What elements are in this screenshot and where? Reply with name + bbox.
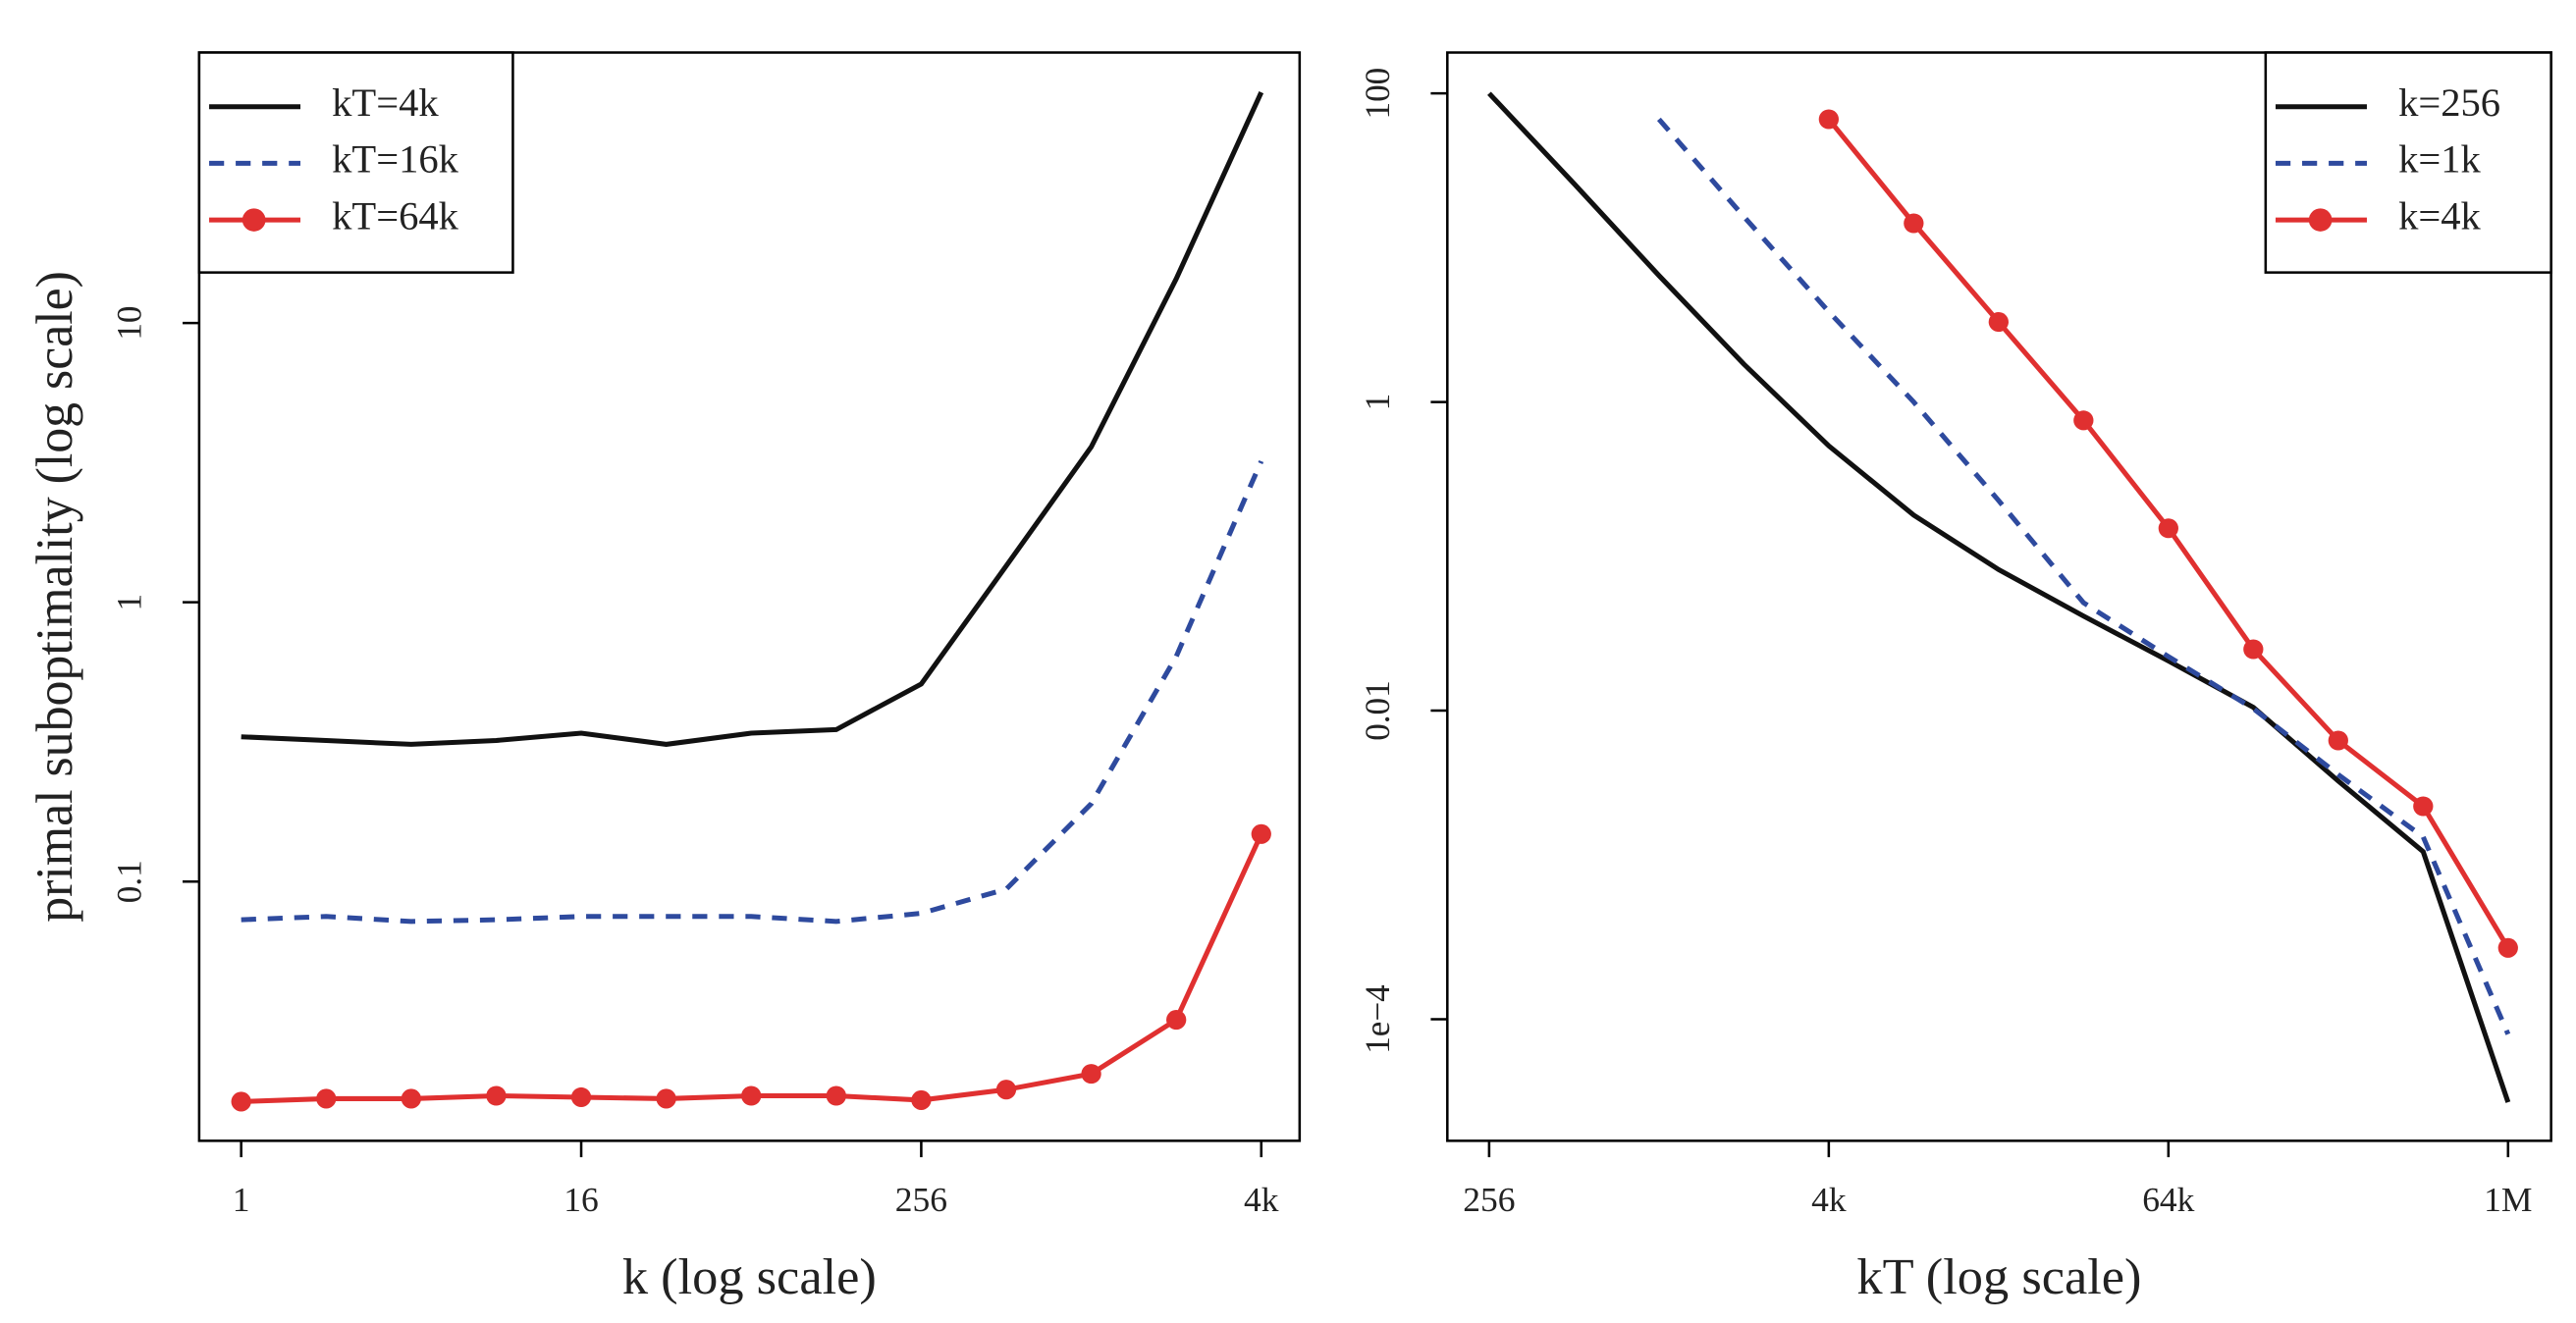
point — [741, 1085, 762, 1106]
x-tick-label: 256 — [1463, 1181, 1515, 1219]
series-line — [1656, 117, 2511, 1035]
x-axis-label: kT (log scale) — [1856, 1249, 2141, 1305]
point — [1904, 213, 1924, 234]
y-tick-label: 0.1 — [110, 860, 148, 903]
point — [2073, 410, 2094, 431]
point — [656, 1088, 676, 1109]
x-tick-label: 1M — [2484, 1181, 2532, 1219]
point — [995, 1080, 1017, 1100]
legend-label: k=1k — [2398, 137, 2482, 182]
legend-label: kT=64k — [332, 194, 459, 238]
y-tick-label: 1 — [1359, 394, 1397, 411]
y-tick-label: 10 — [110, 306, 148, 341]
legend-label: k=256 — [2398, 80, 2500, 125]
point — [486, 1085, 507, 1106]
x-tick-label: 256 — [895, 1181, 947, 1219]
point — [1988, 312, 2009, 333]
legend-marker — [2308, 208, 2333, 232]
y-tick-label: 0.01 — [1359, 680, 1397, 740]
plot-frame — [1446, 51, 2552, 1142]
point — [911, 1089, 932, 1110]
series-line — [1487, 91, 2511, 1103]
legend-box — [197, 51, 514, 274]
point — [2497, 937, 2518, 958]
plot-frame — [197, 51, 1302, 1142]
point — [401, 1088, 421, 1109]
series-line — [241, 91, 1264, 747]
x-tick-label: 64k — [2142, 1181, 2195, 1219]
legend-label: k=4k — [2398, 194, 2482, 238]
point — [231, 1091, 251, 1112]
series-line — [241, 832, 1264, 1104]
point — [1251, 823, 1271, 844]
legend-label: kT=16k — [332, 137, 459, 182]
point — [2328, 730, 2348, 751]
legend-marker — [242, 208, 266, 232]
x-tick-label: 4k — [1811, 1181, 1847, 1219]
point — [2413, 796, 2434, 817]
legend-label: kT=4k — [332, 80, 439, 125]
y-tick-label: 1 — [110, 594, 148, 611]
point — [2158, 518, 2178, 539]
x-axis-label: k (log scale) — [622, 1249, 877, 1305]
y-tick-label: 100 — [1359, 68, 1397, 120]
x-tick-label: 4k — [1244, 1181, 1279, 1219]
point — [1166, 1010, 1187, 1031]
x-tick-label: 16 — [564, 1181, 598, 1219]
point — [2243, 639, 2264, 660]
point — [316, 1088, 337, 1109]
point — [1818, 109, 1839, 130]
series-line — [241, 459, 1264, 925]
point — [570, 1086, 592, 1107]
y-tick-label: 1e−4 — [1359, 984, 1397, 1054]
y-axis-label: primal suboptimality (log scale) — [27, 271, 83, 923]
x-tick-label: 1 — [233, 1181, 250, 1219]
point — [1081, 1064, 1101, 1085]
point — [826, 1085, 846, 1106]
